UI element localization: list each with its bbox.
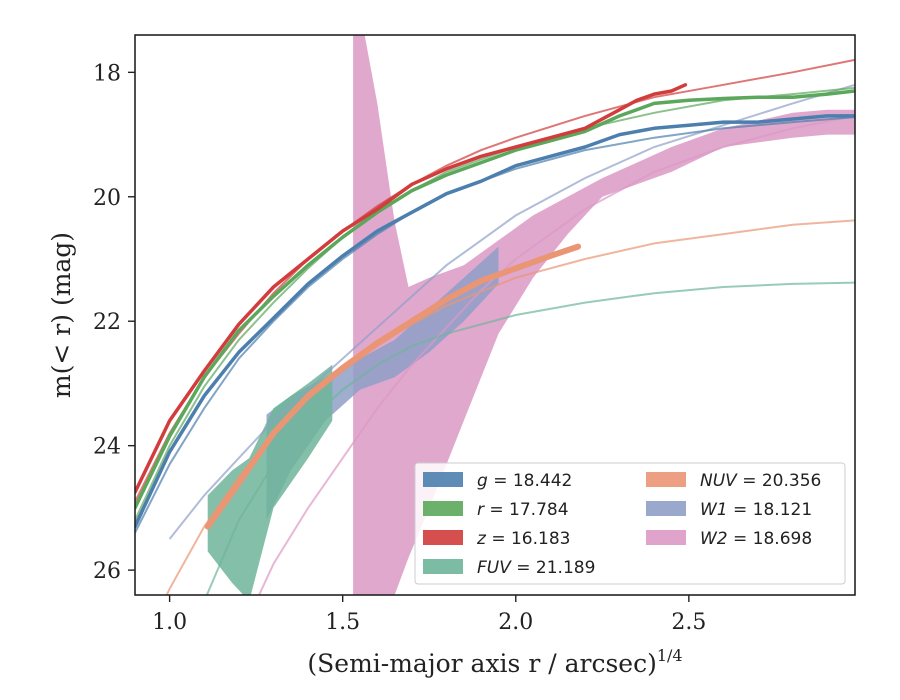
legend-label-r: r = 17.784 [477,500,569,520]
band-fuv [207,364,333,595]
x-axis-label: (Semi-major axis r / arcsec)1/4 [307,646,682,678]
legend-swatch-w2 [646,530,686,545]
legend-swatch-r [423,501,463,516]
x-tick-label: 1.0 [152,610,187,635]
fit-line-w1 [168,83,855,540]
y-tick-label: 18 [93,61,121,86]
legend-swatch-g [423,472,463,487]
x-tick-label: 1.5 [325,610,360,635]
legend-label-fuv: FUV = 21.189 [477,558,595,578]
legend-swatch-nuv [646,472,686,487]
y-axis-label: m(< r) (mag) [47,232,76,398]
y-tick-label: 26 [93,559,121,584]
legend: g = 18.442 r = 17.784 z = 16.183 FUV = 21.1… [414,462,846,585]
profile-line-nuv [204,243,582,530]
fit-line-fuv [205,281,855,595]
profile-line-g [135,114,855,529]
plot-frame [134,34,856,596]
profile-line-r [135,89,855,510]
axis-ticks: 1.0 1.5 2.0 2.5 18 20 22 24 26 [93,61,706,635]
legend-swatch-z [423,530,463,545]
y-tick-label: 20 [93,186,121,211]
y-tick-label: 22 [93,310,121,335]
y-tick-label: 24 [93,435,121,460]
legend-label-z: z = 16.183 [476,529,570,549]
profile-line-z [135,83,688,495]
legend-label-nuv: NUV = 20.356 [700,471,821,491]
x-tick-label: 2.0 [498,610,533,635]
band-w1 [266,246,499,521]
legend-box [414,462,846,585]
plot-area [135,35,855,595]
legend-label-w2: W2 = 18.698 [700,529,812,549]
fit-line-w2 [257,114,855,595]
legend-label-g: g = 18.442 [477,471,572,491]
legend-swatch-w1 [646,501,686,516]
x-tick-label: 2.5 [671,610,706,635]
legend-swatch-fuv [423,559,463,574]
legend-label-w1: W1 = 18.121 [700,500,812,520]
